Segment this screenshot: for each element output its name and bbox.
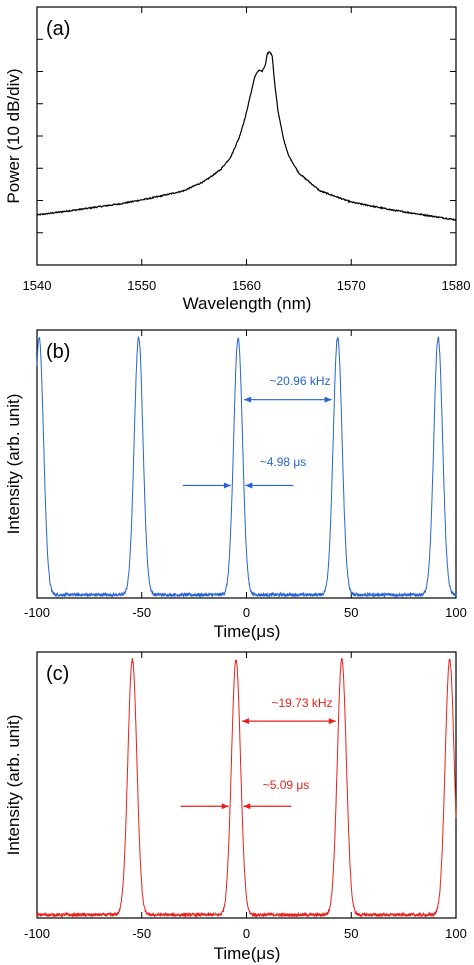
panel-1-x-tick-label: 100 (445, 605, 467, 620)
panel-c-x-axis-label: Time(μs) (214, 944, 281, 963)
panel-2-x-tick-label: -50 (132, 926, 151, 941)
panel-2-x-tick-label: -100 (24, 926, 50, 941)
panel-a-spectrum-line (36, 51, 457, 221)
panel-0-x-tick-label: 1550 (127, 278, 156, 293)
panel-2-x-tick-label: 0 (243, 926, 250, 941)
width-arrow-head-left (221, 803, 229, 810)
panel-b-pulse-train: (b) Intensity (arb. unit) Time(μs) -100-… (4, 329, 467, 641)
panel-c-frequency-annotation: ~19.73 kHz (271, 696, 332, 710)
panel-c-frame (36, 651, 457, 919)
period-arrow-head-right (324, 396, 332, 403)
width-arrow-head-left (223, 482, 231, 489)
width-arrow-head-right (245, 482, 253, 489)
panel-1-x-tick-label: 0 (243, 605, 250, 620)
panel-a-y-axis-label: Power (10 dB/div) (4, 68, 23, 203)
panel-c-annotations: ~19.73 kHz ~5.09 μs (180, 696, 336, 810)
panel-a-frame (36, 6, 457, 266)
panel-c-pulse-train: (c) Intensity (arb. unit) Time(μs) -100-… (4, 651, 467, 963)
panel-c-pulse-line (36, 657, 457, 919)
panel-c-label: (c) (46, 663, 69, 685)
panel-0-x-tick-label: 1560 (232, 278, 261, 293)
panel-a-x-axis-label: Wavelength (nm) (183, 294, 312, 313)
panel-b-label: (b) (46, 341, 70, 363)
panel-2-x-tick-label: 50 (344, 926, 358, 941)
panel-0-x-tick-label: 1580 (442, 278, 471, 293)
panel-c-width-annotation: ~5.09 μs (263, 778, 310, 792)
panel-a-label: (a) (46, 18, 70, 40)
panel-b-ticks: -100 -50 0 50 100 (24, 330, 467, 620)
panel-b-y-axis-label: Intensity (arb. unit) (4, 394, 23, 535)
panel-a-ticks: 1540 1550 1560 1570 1580 (23, 6, 471, 293)
panel-1-x-tick-label: -50 (132, 605, 151, 620)
panel-1-x-tick-label: 50 (344, 605, 358, 620)
width-arrow-head-right (243, 803, 251, 810)
panel-2-x-tick-label: 100 (445, 926, 467, 941)
panel-0-x-tick-label: 1570 (337, 278, 366, 293)
panel-b-x-axis-label: Time(μs) (214, 622, 281, 641)
panel-c-y-axis-label: Intensity (arb. unit) (4, 715, 23, 856)
panel-b-frequency-annotation: ~20.96 kHz (269, 374, 330, 388)
panel-c-ticks: -100 -50 0 50 100 (24, 652, 467, 941)
panel-b-pulse-line (36, 336, 457, 599)
panel-1-x-tick-label: -100 (24, 605, 50, 620)
panel-0-x-tick-label: 1540 (23, 278, 52, 293)
period-arrow-head-right (328, 718, 336, 725)
panel-b-width-annotation: ~4.98 μs (260, 455, 307, 469)
panel-a-spectrum: (a) Power (10 dB/div) Wavelength (nm) 15… (4, 6, 471, 313)
period-arrow-head-left (244, 396, 252, 403)
period-arrow-head-left (242, 718, 250, 725)
panel-b-annotations: ~20.96 kHz ~4.98 μs (182, 374, 332, 489)
